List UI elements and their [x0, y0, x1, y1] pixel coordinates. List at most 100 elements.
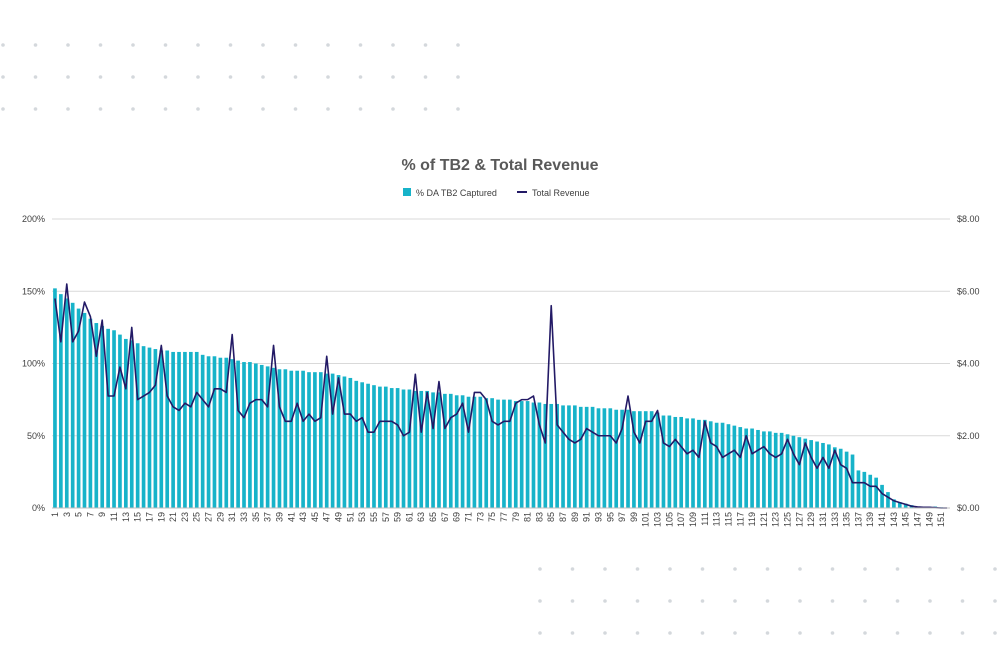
x-tick-label: 125 — [783, 512, 793, 527]
x-tick-label: 11 — [109, 512, 119, 521]
bar — [259, 364, 264, 508]
x-tick-label: 63 — [416, 512, 426, 522]
bar — [785, 434, 790, 508]
x-tick-label: 3 — [62, 512, 72, 517]
bar — [94, 323, 99, 508]
decor-dot — [131, 43, 135, 47]
bar — [472, 396, 477, 508]
x-tick-label: 147 — [913, 512, 923, 527]
bar — [844, 451, 849, 508]
bar — [549, 403, 554, 508]
bar — [401, 389, 406, 508]
bar — [691, 418, 695, 508]
decor-dot — [668, 599, 672, 603]
bar — [313, 372, 317, 508]
x-tick-label: 81 — [523, 512, 533, 522]
decor-dot — [993, 567, 997, 571]
decor-dot — [423, 75, 428, 79]
legend-swatch-bars — [403, 188, 411, 196]
x-tick-label: 127 — [794, 512, 804, 527]
decor-dot — [765, 567, 770, 571]
x-axis-ticks: 1 3 5 7 9 11 13 15 17 19 21 23 25 27 29 31 33 35 37 39 41 43 4… — [50, 512, 946, 527]
bar — [230, 359, 235, 508]
bar — [200, 354, 205, 508]
decor-dot — [635, 567, 640, 571]
bar — [649, 411, 654, 508]
decor-dot — [196, 43, 200, 47]
bar — [596, 408, 601, 508]
bar — [118, 334, 122, 508]
bar — [224, 357, 229, 508]
x-tick-label: 151 — [936, 512, 946, 527]
bar — [880, 484, 884, 508]
decor-dot — [798, 567, 802, 571]
decor-dot — [538, 631, 542, 635]
bar — [448, 393, 453, 508]
decor-dot — [733, 631, 737, 635]
decor-dot — [326, 107, 330, 111]
x-tick-label: 21 — [168, 512, 178, 522]
decor-dot — [66, 43, 70, 47]
x-tick-label: 55 — [369, 512, 379, 522]
bar — [242, 362, 246, 508]
bar — [821, 442, 825, 508]
decor-dot — [456, 107, 460, 111]
bar — [720, 422, 725, 508]
decor-dot — [228, 43, 233, 47]
bar — [638, 411, 642, 508]
x-tick-label: 53 — [357, 512, 367, 522]
bar — [697, 419, 701, 508]
y-right-tick-label: $6.00 — [957, 286, 980, 296]
y-left-tick-label: 100% — [22, 359, 45, 369]
decor-dot — [196, 75, 200, 79]
bar — [324, 373, 329, 508]
decor-dot — [293, 43, 298, 47]
bar — [189, 351, 193, 508]
bar — [443, 393, 447, 508]
decor-dot — [163, 43, 168, 47]
bar — [655, 412, 660, 508]
x-tick-label: 15 — [133, 512, 143, 522]
bar — [513, 401, 518, 508]
bar — [519, 401, 524, 508]
decor-dot — [293, 107, 298, 111]
bar — [892, 499, 896, 508]
bar — [425, 390, 429, 508]
x-tick-label: 69 — [452, 512, 462, 522]
bar — [484, 398, 489, 508]
decor-dot — [798, 599, 802, 603]
x-tick-label: 29 — [215, 512, 225, 522]
decor-dot — [358, 75, 363, 79]
x-tick-label: 93 — [593, 512, 603, 522]
bar — [177, 351, 181, 508]
x-tick-label: 41 — [286, 512, 296, 522]
bar — [815, 441, 819, 508]
bar — [413, 390, 418, 508]
decor-dot — [358, 43, 363, 47]
x-tick-label: 135 — [842, 512, 852, 527]
bar — [236, 360, 240, 508]
decor-dot — [33, 43, 38, 47]
x-tick-label: 137 — [853, 512, 863, 527]
x-tick-label: 13 — [121, 512, 131, 522]
x-tick-label: 111 — [700, 512, 710, 526]
bar — [466, 396, 471, 508]
decor-dot — [326, 75, 330, 79]
chart-legend: % DA TB2 Captured Total Revenue — [403, 188, 590, 198]
bar — [342, 376, 347, 508]
bar — [608, 408, 613, 508]
decor-dot — [700, 631, 705, 635]
decor-dot — [993, 631, 997, 635]
bar — [620, 409, 624, 508]
x-tick-label: 39 — [274, 512, 284, 522]
decor-dot — [423, 43, 428, 47]
x-tick-label: 33 — [239, 512, 249, 522]
bar — [212, 356, 217, 508]
x-tick-label: 51 — [345, 512, 355, 522]
decor-dot — [228, 107, 233, 111]
decor-dot — [1, 75, 5, 79]
bar — [809, 440, 813, 508]
x-tick-label: 35 — [251, 512, 261, 522]
decor-dot — [733, 599, 737, 603]
x-tick-label: 71 — [464, 512, 474, 522]
